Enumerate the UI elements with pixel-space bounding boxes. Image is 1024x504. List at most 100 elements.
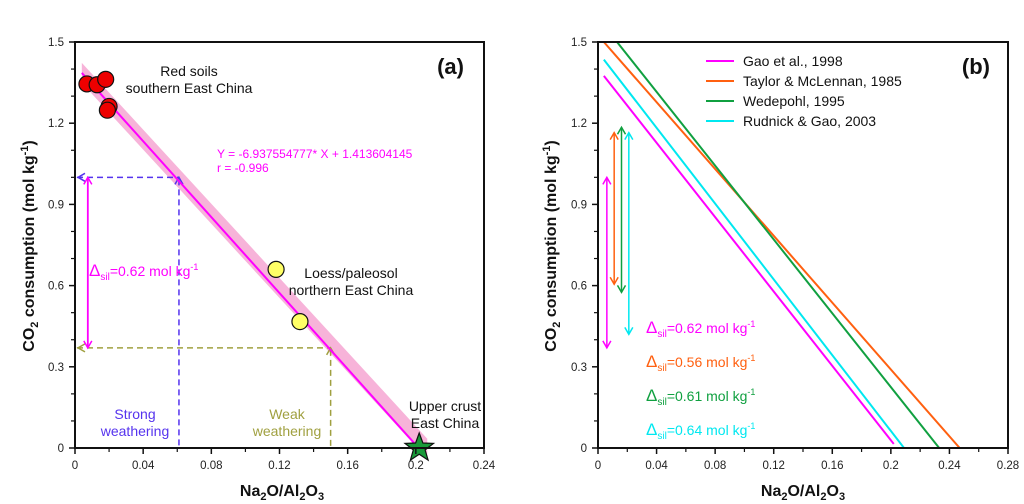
x-tick-label: 0	[72, 460, 78, 472]
delta-superscript: -1	[747, 387, 755, 397]
upper-crust-label-line1: Upper crust	[409, 398, 481, 414]
delta-arrow-head-bottom	[602, 340, 612, 350]
delta-symbol: Δ	[89, 261, 100, 280]
series-line	[603, 42, 961, 448]
y-tick-label: 1.2	[48, 118, 64, 130]
legend: Gao et al., 1998 Taylor & McLennan, 1985 W…	[706, 53, 902, 129]
panel-a: 0 0.04 0.08 0.12 0.16 0.2 0.24 0 0.3 0.6 0.9 1.2 1.5…	[19, 37, 496, 503]
strong-weathering-line1: Strong	[114, 406, 155, 422]
delta-label: Δsil=0.61 mol kg-1	[646, 386, 755, 408]
weak-weathering-line2: weathering	[252, 423, 322, 439]
y-tick-label: 1.5	[48, 37, 64, 49]
delta-label-a: Δsil=0.62 mol kg-1	[89, 261, 198, 283]
axis-ticks: 0 0.04 0.08 0.12 0.16 0.2 0.24 0 0.3 0.6 0.9 1.2 1.5	[48, 37, 496, 472]
delta-arrow-head-bottom	[616, 284, 627, 294]
delta-arrow-head-top	[616, 125, 627, 135]
delta-subscript: sil	[657, 397, 666, 408]
x-tick-label: 0.2	[408, 460, 424, 472]
axis-ticks: 0 0.04 0.08 0.12 0.16 0.2 0.24 0.28 0 0.3 0.6 0.9 1.…	[571, 37, 1019, 472]
delta-subscript: sil	[657, 329, 666, 340]
regression-equation: Y = -6.937554777* X + 1.413604145	[217, 147, 413, 161]
panel-label-a: (a)	[437, 54, 464, 79]
delta-symbol: Δ	[646, 420, 657, 439]
data-point	[98, 101, 116, 119]
x-tick-label: 0.28	[997, 460, 1019, 472]
y-tick-label: 0.3	[571, 362, 587, 374]
data-point	[97, 70, 115, 88]
regression-band-layer	[81, 62, 428, 459]
weathering-guides	[76, 172, 336, 448]
delta-symbol: Δ	[646, 352, 657, 371]
delta-subscript: sil	[657, 363, 666, 374]
delta-symbol: Δ	[646, 318, 657, 337]
y-tick-label: 0	[581, 443, 587, 455]
y-tick-label: 1.5	[571, 37, 587, 49]
legend-label: Gao et al., 1998	[743, 53, 843, 69]
red-soils-label-line1: Red soils	[160, 63, 218, 79]
delta-superscript: -1	[747, 353, 755, 363]
data-points	[78, 70, 436, 462]
y-tick-label: 0.9	[571, 199, 587, 211]
y-tick-label: 0	[58, 443, 64, 455]
loess-label-line1: Loess/paleosol	[304, 265, 397, 281]
x-axis-title-b: Na2O/Al2O3	[761, 483, 845, 503]
delta-arrows	[602, 125, 634, 350]
x-tick-label: 0.12	[268, 460, 290, 472]
delta-arrow-head-bottom	[609, 276, 619, 286]
delta-arrow-head-top	[609, 131, 619, 141]
delta-value: =0.61 mol kg	[667, 388, 748, 404]
delta-arrow-head-top	[602, 175, 612, 185]
weak-weathering-line1: Weak	[269, 406, 306, 422]
delta-arrow-head-bottom	[624, 326, 634, 336]
delta-arrow-head-top	[83, 175, 93, 185]
data-point	[291, 312, 309, 331]
upper-crust-label-line2: East China	[411, 415, 480, 431]
strong-guide-arrow-left	[76, 172, 86, 182]
legend-label: Wedepohl, 1995	[743, 93, 845, 109]
delta-value: =0.62 mol kg	[667, 320, 748, 336]
series-line	[603, 75, 895, 445]
legend-label: Taylor & McLennan, 1985	[743, 73, 902, 89]
delta-value: =0.64 mol kg	[667, 422, 748, 438]
x-tick-label: 0.08	[704, 460, 726, 472]
x-tick-label: 0.16	[336, 460, 358, 472]
delta-value: =0.62 mol kg	[110, 263, 191, 279]
x-tick-label: 0	[595, 460, 601, 472]
series-line	[616, 42, 940, 448]
x-axis-title-a: Na2O/Al2O3	[240, 483, 324, 503]
upper-crust-star-marker	[403, 431, 436, 462]
panel-b: 0 0.04 0.08 0.12 0.16 0.2 0.24 0.28 0 0.3 0.6 0.9 1.…	[541, 37, 1019, 503]
regression-r: r = -0.996	[217, 161, 269, 175]
plot-frame	[74, 41, 485, 449]
y-tick-label: 0.3	[48, 362, 64, 374]
red-soils-label-line2: southern East China	[126, 80, 253, 96]
y-tick-label: 0.6	[571, 281, 587, 293]
delta-superscript: -1	[747, 319, 755, 329]
delta-subscript: sil	[100, 272, 109, 283]
strong-weathering-line2: weathering	[100, 423, 170, 439]
delta-label: Δsil=0.62 mol kg-1	[646, 318, 755, 340]
y-tick-label: 0.9	[48, 199, 64, 211]
weak-guide-arrow-left	[76, 343, 86, 353]
series-line	[603, 58, 905, 448]
y-axis-title-a: CO2 consumption (mol kg-1)	[19, 140, 41, 351]
delta-arrow-head-top	[624, 131, 634, 141]
delta-value: =0.56 mol kg	[667, 354, 748, 370]
y-tick-label: 1.2	[571, 118, 587, 130]
panel-label-b: (b)	[962, 54, 990, 79]
delta-symbol: Δ	[646, 386, 657, 405]
data-point	[267, 260, 285, 278]
delta-label: Δsil=0.56 mol kg-1	[646, 352, 755, 374]
x-tick-label: 0.04	[132, 460, 155, 472]
delta-arrow-head-bottom	[83, 340, 93, 350]
x-tick-label: 0.04	[645, 460, 668, 472]
legend-label: Rudnick & Gao, 2003	[743, 113, 876, 129]
regression-line	[81, 72, 420, 450]
x-tick-label: 0.12	[763, 460, 785, 472]
regression-confidence-band	[81, 62, 428, 459]
delta-superscript: -1	[190, 262, 198, 272]
series-lines	[603, 42, 961, 448]
x-tick-label: 0.24	[938, 460, 961, 472]
